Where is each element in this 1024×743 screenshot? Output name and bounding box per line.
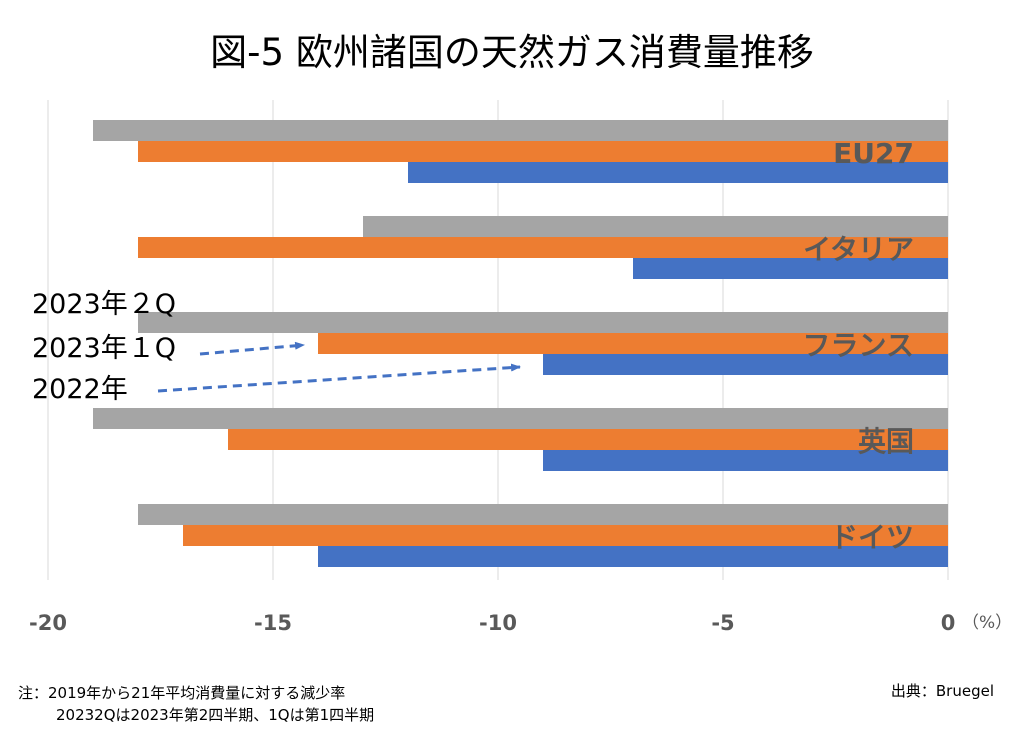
- source-note: 出典：Bruegel: [890, 682, 994, 700]
- bar-4-1: [183, 525, 948, 546]
- bar-2-0: [138, 312, 948, 333]
- x-tick-label-2: -10: [479, 611, 517, 635]
- x-tick-labels: -20 -15 -10 -5 0 （%）: [29, 611, 1012, 635]
- category-label-1: イタリア: [803, 233, 914, 266]
- x-tick-label-0: -20: [29, 611, 67, 635]
- x-tick-label-1: -15: [254, 611, 292, 635]
- footnote-line-1: 注：2019年から21年平均消費量に対する減少率: [18, 684, 346, 702]
- category-label-2: フランス: [803, 329, 914, 362]
- bar-2-1: [318, 333, 948, 354]
- bar-1-2: [633, 258, 948, 279]
- category-label-4: ドイツ: [830, 521, 914, 554]
- bar-1-1: [138, 237, 948, 258]
- category-label-0: EU27: [833, 137, 914, 170]
- bar-0-0: [93, 120, 948, 141]
- bar-3-1: [228, 429, 948, 450]
- bar-3-0: [93, 408, 948, 429]
- x-tick-label-4: 0: [941, 611, 956, 635]
- legend-label-2: 2022年: [32, 374, 128, 405]
- legend-arrow-2: [157, 363, 521, 393]
- bar-4-2: [318, 546, 948, 567]
- category-label-3: 英国: [858, 425, 914, 458]
- bar-4-0: [138, 504, 948, 525]
- bar-3-2: [543, 450, 948, 471]
- unit-label: （%）: [962, 613, 1012, 633]
- bar-2-2: [543, 354, 948, 375]
- legend-label-1: 2023年１Q: [32, 333, 176, 364]
- footnote: 注：2019年から21年平均消費量に対する減少率 20232Qは2023年第2四…: [18, 682, 374, 726]
- legend-arrow-1: [199, 341, 305, 356]
- x-tick-label-3: -5: [711, 611, 734, 635]
- bar-1-0: [363, 216, 948, 237]
- legend-label-0: 2023年２Q: [32, 289, 176, 320]
- footnote-line-2: 20232Qは2023年第2四半期、1Qは第1四半期: [56, 706, 375, 724]
- bar-0-1: [138, 141, 948, 162]
- bars: [93, 120, 948, 567]
- bar-0-2: [408, 162, 948, 183]
- chart-title: 図-5 欧州諸国の天然ガス消費量推移: [210, 31, 814, 74]
- legend: 2023年２Q 2023年１Q 2022年: [32, 289, 521, 405]
